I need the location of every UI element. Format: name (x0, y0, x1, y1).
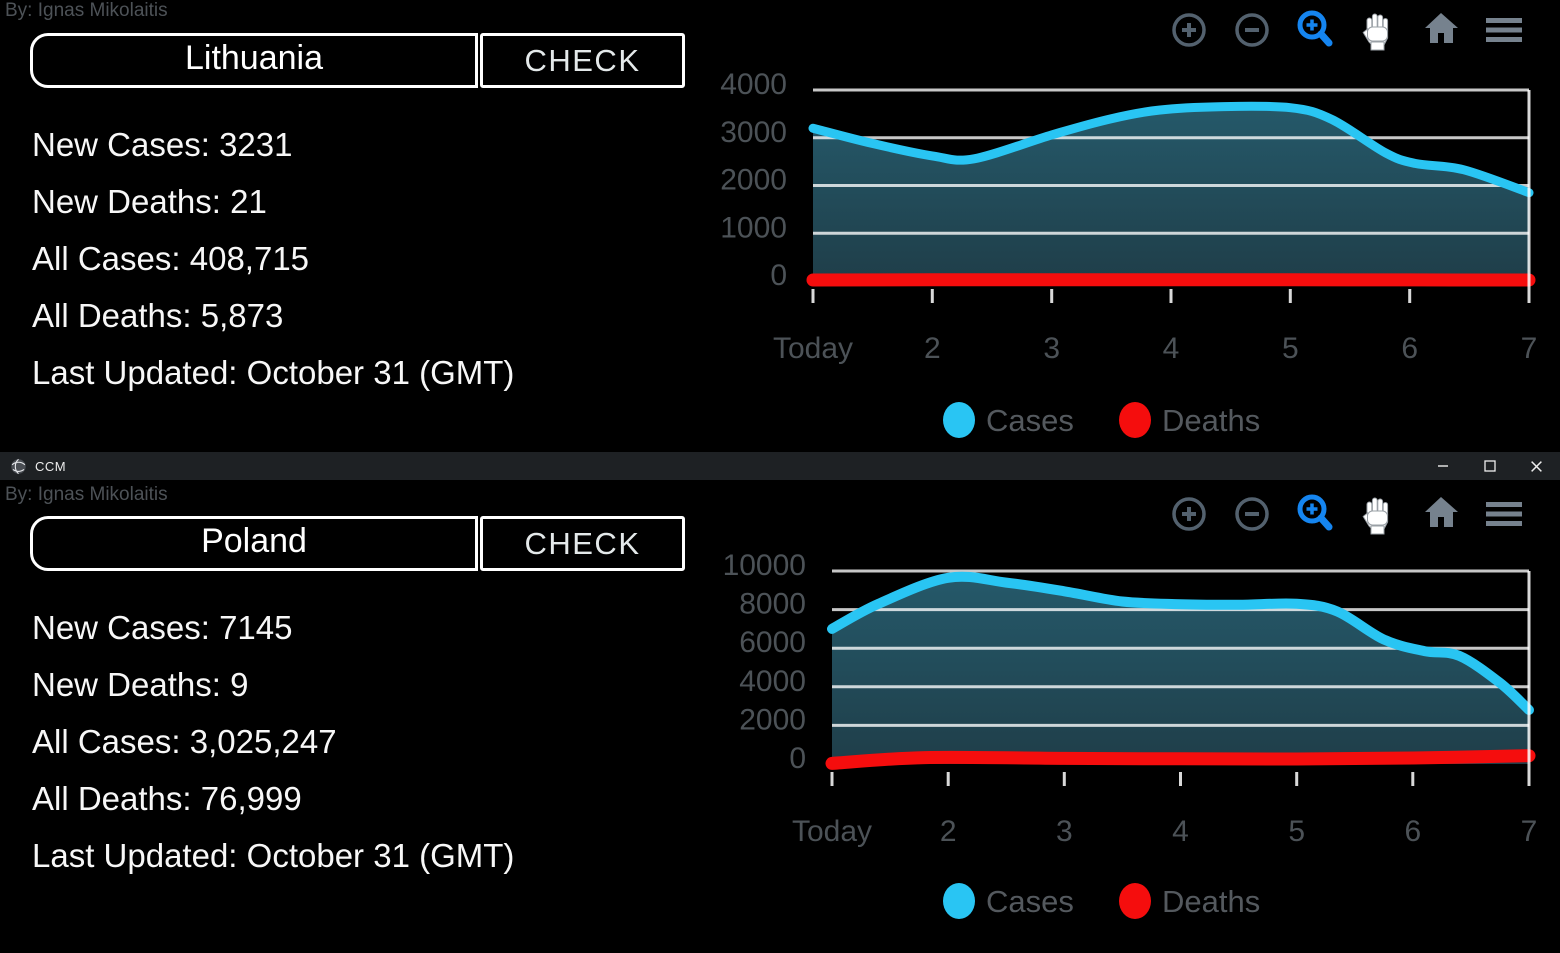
window-title: CCM (35, 458, 67, 474)
zoom-rect-icon[interactable] (1295, 493, 1335, 535)
last-updated-line: Last Updated: October 31 (GMT) (32, 837, 515, 874)
country-input[interactable] (30, 33, 478, 88)
app-globe-icon (10, 458, 27, 475)
check-button[interactable]: CHECK (480, 516, 685, 571)
svg-text:Deaths: Deaths (1162, 884, 1260, 919)
menu-icon[interactable] (1484, 9, 1524, 51)
svg-text:4000: 4000 (720, 68, 787, 101)
svg-text:Cases: Cases (986, 403, 1074, 438)
country-search-row: CHECK (30, 516, 685, 571)
zoom-out-icon[interactable] (1232, 9, 1272, 51)
svg-text:1000: 1000 (720, 211, 787, 244)
all-cases-line: All Cases: 3,025,247 (32, 723, 337, 760)
zoom-rect-icon[interactable] (1295, 9, 1335, 51)
all-deaths-line: All Deaths: 76,999 (32, 780, 302, 817)
svg-text:Deaths: Deaths (1162, 403, 1260, 438)
zoom-out-icon[interactable] (1232, 493, 1272, 535)
zoom-in-icon[interactable] (1169, 9, 1209, 51)
stats-block: New Cases: 7145 New Deaths: 9 All Cases:… (32, 599, 514, 884)
check-button[interactable]: CHECK (480, 33, 685, 88)
zoom-in-icon[interactable] (1169, 493, 1209, 535)
svg-text:3000: 3000 (720, 116, 787, 149)
svg-text:Today: Today (792, 815, 872, 848)
new-cases-line: New Cases: 3231 (32, 126, 293, 163)
author-byline: By: Ignas Mikolaitis (5, 0, 168, 21)
svg-text:Today: Today (773, 332, 853, 365)
svg-text:Cases: Cases (986, 884, 1074, 919)
cases-deaths-chart[interactable]: Today 2 3 4 5 6 7 0 2000 4000 6000 8000 10000 Cases De… (700, 542, 1560, 950)
home-icon[interactable] (1421, 9, 1461, 51)
last-updated-line: Last Updated: October 31 (GMT) (32, 354, 515, 391)
svg-text:2: 2 (940, 815, 957, 848)
svg-text:8000: 8000 (739, 588, 806, 621)
svg-text:4: 4 (1172, 815, 1189, 848)
new-cases-line: New Cases: 7145 (32, 609, 293, 646)
svg-text:0: 0 (770, 259, 787, 292)
chart-toolbar (1169, 493, 1524, 535)
stats-block: New Cases: 3231 New Deaths: 21 All Cases… (32, 116, 514, 401)
svg-text:0: 0 (789, 742, 806, 775)
window-controls (1419, 452, 1560, 480)
close-button[interactable] (1513, 452, 1560, 480)
svg-text:7: 7 (1521, 815, 1538, 848)
app-window-poland: By: Ignas Mikolaitis CHECK New Cases: 71… (0, 480, 1560, 953)
window-titlebar[interactable]: CCM (0, 452, 1560, 480)
pan-hand-icon[interactable] (1358, 9, 1398, 51)
svg-text:2000: 2000 (720, 164, 787, 197)
new-deaths-line: New Deaths: 21 (32, 183, 267, 220)
svg-text:10000: 10000 (723, 549, 806, 582)
svg-text:3: 3 (1043, 332, 1060, 365)
all-deaths-line: All Deaths: 5,873 (32, 297, 284, 334)
svg-text:5: 5 (1288, 815, 1305, 848)
svg-text:6: 6 (1404, 815, 1421, 848)
menu-icon[interactable] (1484, 493, 1524, 535)
svg-text:7: 7 (1521, 332, 1538, 365)
svg-text:4: 4 (1163, 332, 1180, 365)
minimize-button[interactable] (1419, 452, 1466, 480)
svg-text:2000: 2000 (739, 703, 806, 736)
pan-hand-icon[interactable] (1358, 493, 1398, 535)
svg-text:6: 6 (1401, 332, 1418, 365)
chart-toolbar (1169, 9, 1524, 51)
svg-text:5: 5 (1282, 332, 1299, 365)
new-deaths-line: New Deaths: 9 (32, 666, 249, 703)
home-icon[interactable] (1421, 493, 1461, 535)
author-byline: By: Ignas Mikolaitis (5, 484, 168, 505)
svg-text:6000: 6000 (739, 626, 806, 659)
country-input[interactable] (30, 516, 478, 571)
all-cases-line: All Cases: 408,715 (32, 240, 310, 277)
cases-deaths-chart[interactable]: Today 2 3 4 5 6 7 0 1000 2000 3000 4000 Cases Deaths (700, 60, 1560, 460)
svg-text:2: 2 (924, 332, 941, 365)
app-window-lithuania: By: Ignas Mikolaitis CHECK New Cases: 32… (0, 0, 1560, 452)
country-search-row: CHECK (30, 33, 685, 88)
svg-text:3: 3 (1056, 815, 1073, 848)
svg-text:4000: 4000 (739, 665, 806, 698)
maximize-button[interactable] (1466, 452, 1513, 480)
